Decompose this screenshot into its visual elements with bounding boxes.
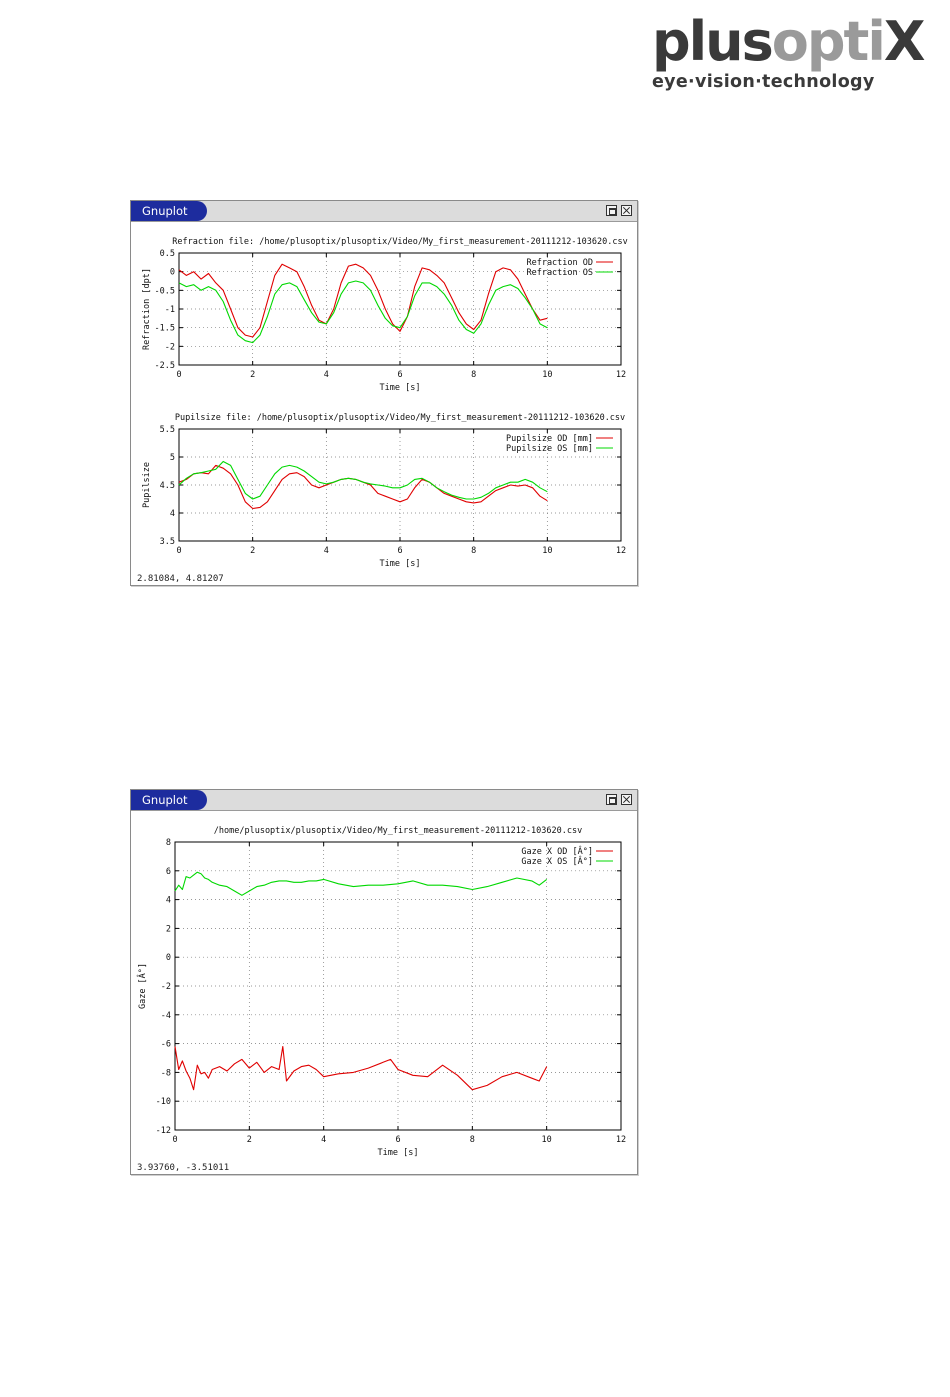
- close-icon[interactable]: [621, 794, 632, 805]
- y-tick-label: 4.5: [160, 481, 175, 491]
- y-tick-label: -1.5: [155, 324, 175, 334]
- y-axis-label: Gaze [Â°]: [136, 963, 148, 1009]
- y-tick-label: -2: [165, 342, 175, 352]
- x-tick-label: 4: [324, 546, 329, 556]
- y-tick-label: 6: [166, 867, 171, 877]
- plusoptix-logo: plusoptiX eye·vision·technology: [652, 12, 925, 93]
- y-axis-label: Pupilsize: [142, 462, 152, 508]
- x-axis-label: Time [s]: [380, 383, 421, 393]
- x-tick-label: 12: [616, 546, 626, 556]
- series-line-os: [178, 280, 548, 344]
- coordinate-readout: 2.81084, 4.81207: [137, 574, 224, 584]
- legend-label: Refraction OS: [526, 268, 593, 278]
- logo-wordmark: plusoptiX: [652, 10, 925, 73]
- window-title-tab[interactable]: Gnuplot: [131, 201, 207, 221]
- logo-tagline: eye·vision·technology: [652, 72, 875, 92]
- y-tick-label: 0.5: [160, 249, 175, 259]
- legend-label: Gaze X OD [Â°]: [521, 845, 593, 857]
- x-tick-label: 2: [250, 370, 255, 380]
- y-tick-label: -10: [156, 1097, 171, 1107]
- x-tick-label: 0: [176, 370, 181, 380]
- x-tick-label: 2: [250, 546, 255, 556]
- x-tick-label: 10: [542, 546, 552, 556]
- y-tick-label: -4: [161, 1011, 171, 1021]
- x-tick-label: 8: [470, 1135, 475, 1145]
- y-tick-label: -8: [161, 1068, 171, 1078]
- x-tick-label: 8: [471, 546, 476, 556]
- legend-label: Pupilsize OS [mm]: [506, 444, 593, 454]
- window-titlebar[interactable]: Gnuplot: [131, 790, 637, 811]
- window-title-tab[interactable]: Gnuplot: [131, 790, 207, 810]
- x-tick-label: 10: [542, 370, 552, 380]
- x-tick-label: 8: [471, 370, 476, 380]
- y-axis-label: Refraction [dpt]: [142, 268, 152, 350]
- plot-canvas[interactable]: Refraction file: /home/plusoptix/plusopt…: [131, 222, 637, 585]
- x-tick-label: 4: [321, 1135, 326, 1145]
- y-tick-label: 5.5: [160, 425, 175, 435]
- legend-label: Gaze X OS [Â°]: [521, 855, 593, 867]
- y-tick-label: 5: [170, 453, 175, 463]
- maximize-icon[interactable]: [606, 205, 617, 216]
- chart-title: /home/plusoptix/plusoptix/Video/My_first…: [214, 826, 582, 836]
- x-tick-label: 12: [616, 1135, 626, 1145]
- x-tick-label: 2: [247, 1135, 252, 1145]
- y-tick-label: 0: [166, 953, 171, 963]
- x-tick-label: 6: [397, 370, 402, 380]
- y-tick-label: -2.5: [155, 361, 175, 371]
- y-tick-label: 0: [170, 268, 175, 278]
- series-line-od: [178, 263, 548, 338]
- chart-title: Pupilsize file: /home/plusoptix/plusopti…: [175, 413, 625, 423]
- series-line-os: [178, 460, 548, 500]
- y-tick-label: 4: [166, 896, 171, 906]
- x-tick-label: 6: [397, 546, 402, 556]
- coordinate-readout: 3.93760, -3.51011: [137, 1163, 230, 1173]
- y-tick-label: -12: [156, 1126, 171, 1136]
- x-tick-label: 0: [176, 546, 181, 556]
- y-tick-label: 3.5: [160, 537, 175, 547]
- y-tick-label: -6: [161, 1040, 171, 1050]
- x-tick-label: 0: [172, 1135, 177, 1145]
- y-tick-label: -2: [161, 982, 171, 992]
- series-line-od: [174, 1045, 548, 1091]
- window-titlebar[interactable]: Gnuplot: [131, 201, 637, 222]
- x-tick-label: 4: [324, 370, 329, 380]
- y-tick-label: -0.5: [155, 286, 175, 296]
- series-line-os: [174, 871, 548, 896]
- y-tick-label: 4: [170, 509, 175, 519]
- chart-title: Refraction file: /home/plusoptix/plusopt…: [172, 237, 627, 247]
- gnuplot-window-gaze: Gnuplot /home/plusoptix/plusoptix/Video/…: [130, 789, 638, 1175]
- x-tick-label: 6: [395, 1135, 400, 1145]
- x-axis-label: Time [s]: [380, 559, 421, 569]
- x-tick-label: 10: [542, 1135, 552, 1145]
- legend-label: Pupilsize OD [mm]: [506, 434, 593, 444]
- close-icon[interactable]: [621, 205, 632, 216]
- legend-label: Refraction OD: [526, 258, 593, 268]
- y-tick-label: -1: [165, 305, 175, 315]
- gnuplot-window-refraction-pupil: Gnuplot Refraction file: /home/plusoptix…: [130, 200, 638, 586]
- x-axis-label: Time [s]: [378, 1148, 419, 1158]
- y-tick-label: 8: [166, 838, 171, 848]
- plot-canvas[interactable]: /home/plusoptix/plusoptix/Video/My_first…: [131, 811, 637, 1174]
- maximize-icon[interactable]: [606, 794, 617, 805]
- x-tick-label: 12: [616, 370, 626, 380]
- y-tick-label: 2: [166, 924, 171, 934]
